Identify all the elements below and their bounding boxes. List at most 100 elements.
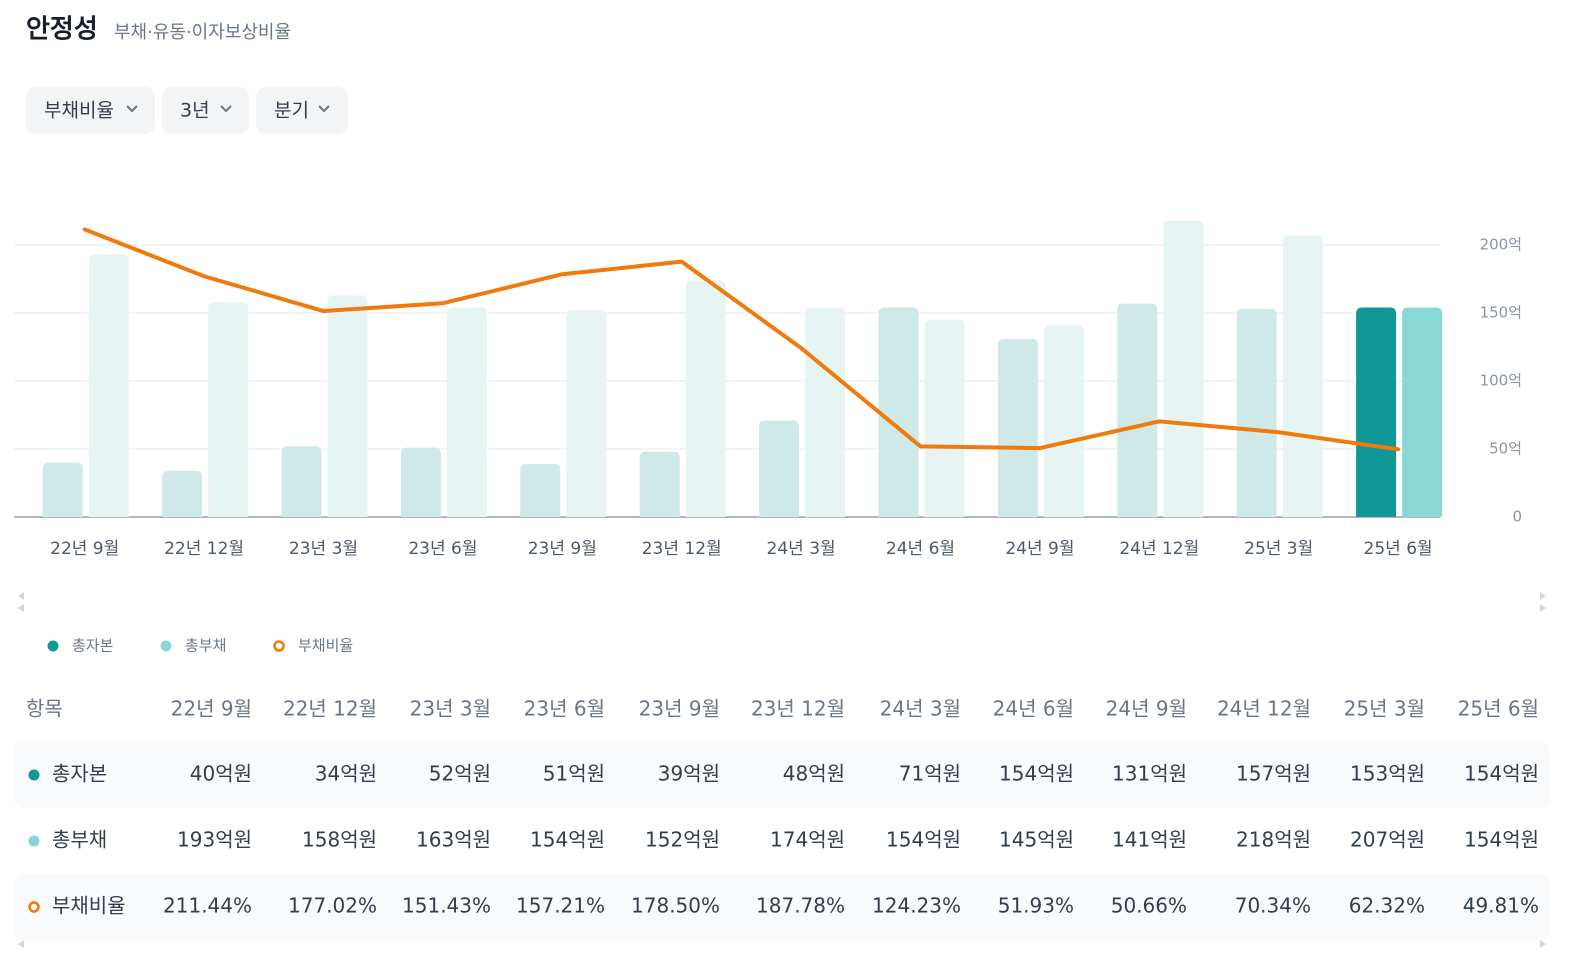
- x-tick-label: 23년 12월: [642, 539, 722, 559]
- subtitle: 부채·유동·이자보상비율: [114, 22, 291, 43]
- table-cell: 157.21%: [516, 894, 605, 918]
- filter-label[interactable]: 분기: [274, 100, 309, 122]
- y-tick-label: 200억: [1480, 236, 1522, 254]
- x-tick-label: 22년 12월: [164, 539, 244, 559]
- table-cell: 70.34%: [1235, 894, 1311, 918]
- x-tick-label: 24년 3월: [767, 539, 836, 559]
- row-background: [14, 742, 1550, 808]
- bar: [878, 307, 919, 517]
- row-background: [14, 874, 1550, 940]
- filter[interactable]: 부채비율: [26, 87, 155, 134]
- table-header: 23년 9월: [639, 697, 720, 721]
- x-tick-label: 25년 3월: [1244, 539, 1313, 559]
- table-header: 항목: [26, 697, 63, 721]
- table-cell: 174억원: [770, 828, 845, 852]
- bar: [1402, 307, 1443, 517]
- table-cell: 193억원: [177, 828, 252, 852]
- table-cell: 141억원: [1112, 828, 1187, 852]
- bar: [1282, 235, 1323, 518]
- legend-label: 부채비율: [298, 637, 353, 655]
- chevron: [220, 105, 232, 113]
- bar: [639, 451, 680, 517]
- table-header: 22년 12월: [283, 697, 377, 721]
- table-cell: 154억원: [1464, 828, 1539, 852]
- bar: [1236, 308, 1277, 517]
- filter-label[interactable]: 3년: [180, 100, 210, 122]
- y-tick-label: 0: [1512, 508, 1522, 526]
- table-cell: 151.43%: [402, 894, 491, 918]
- table-header: 24년 3월: [880, 697, 961, 721]
- bar: [1043, 325, 1084, 517]
- table-cell: 153억원: [1350, 762, 1425, 786]
- line: [82, 227, 1401, 452]
- table-cell: 152억원: [645, 828, 720, 852]
- table-header: 23년 12월: [751, 697, 845, 721]
- bar: [997, 338, 1038, 517]
- table-cell: 207억원: [1350, 828, 1425, 852]
- row-marker: [28, 769, 40, 781]
- filter-button[interactable]: [162, 87, 249, 134]
- table-cell: 124.23%: [872, 894, 961, 918]
- x-tick-label: 24년 6월: [886, 539, 955, 559]
- bar: [1117, 303, 1158, 517]
- table-cell: 178.50%: [631, 894, 720, 918]
- x-tick-label: 23년 6월: [408, 539, 477, 559]
- table-header: 25년 6월: [1458, 697, 1539, 721]
- table-header: 24년 6월: [993, 697, 1074, 721]
- table-cell: 187.78%: [756, 894, 845, 918]
- table-cell: 154억원: [530, 828, 605, 852]
- bar: [1356, 307, 1397, 517]
- y-tick-label: 100억: [1480, 372, 1522, 390]
- table-cell: 62.32%: [1349, 894, 1425, 918]
- y-tick-label: 50억: [1489, 440, 1522, 458]
- x-tick-label: 24년 12월: [1119, 539, 1199, 559]
- table-cell: 131억원: [1112, 762, 1187, 786]
- filter-label[interactable]: 부채비율: [44, 100, 114, 122]
- table-cell: 48억원: [783, 762, 845, 786]
- table-cell: 211.44%: [163, 894, 252, 918]
- table-header: 23년 6월: [524, 697, 605, 721]
- legend-marker: [160, 640, 172, 652]
- filter-button[interactable]: [256, 87, 348, 134]
- table-cell: 52억원: [429, 762, 491, 786]
- x-tick-label: 25년 6월: [1364, 539, 1433, 559]
- title: 안정성: [26, 15, 98, 45]
- table-cell: 145억원: [999, 828, 1074, 852]
- row-marker: [28, 901, 40, 913]
- row-label: 총부채: [52, 828, 107, 852]
- filter[interactable]: 분기: [256, 87, 348, 134]
- legend-marker: [273, 640, 285, 652]
- chevron: [318, 105, 330, 113]
- table-cell: 50.66%: [1111, 894, 1187, 918]
- filter[interactable]: 3년: [162, 87, 249, 134]
- bar: [446, 307, 487, 517]
- table-cell: 49.81%: [1463, 894, 1539, 918]
- legend-label: 총부채: [185, 637, 226, 655]
- table-header: 23년 3월: [410, 697, 491, 721]
- bar: [400, 447, 441, 517]
- legend-marker: [47, 640, 59, 652]
- table-cell: 154억원: [999, 762, 1074, 786]
- x-tick-label: 23년 9월: [528, 539, 597, 559]
- table-header: 25년 3월: [1344, 697, 1425, 721]
- bar: [685, 280, 726, 517]
- table-cell: 71억원: [899, 762, 961, 786]
- table-cell: 154억원: [1464, 762, 1539, 786]
- bar: [162, 470, 203, 517]
- table-cell: 51억원: [543, 762, 605, 786]
- bar: [88, 254, 129, 517]
- table-header: 24년 12월: [1217, 697, 1311, 721]
- row-label: 부채비율: [52, 894, 126, 918]
- table-cell: 218억원: [1236, 828, 1311, 852]
- row-label: 총자본: [52, 762, 107, 786]
- bar: [208, 302, 249, 517]
- table-cell: 157억원: [1236, 762, 1311, 786]
- table-cell: 163억원: [416, 828, 491, 852]
- chevron: [126, 105, 138, 113]
- filter-button[interactable]: [26, 87, 155, 134]
- row-marker: [28, 835, 40, 847]
- table-cell: 40억원: [190, 762, 252, 786]
- table-cell: 177.02%: [288, 894, 377, 918]
- bar: [327, 295, 368, 517]
